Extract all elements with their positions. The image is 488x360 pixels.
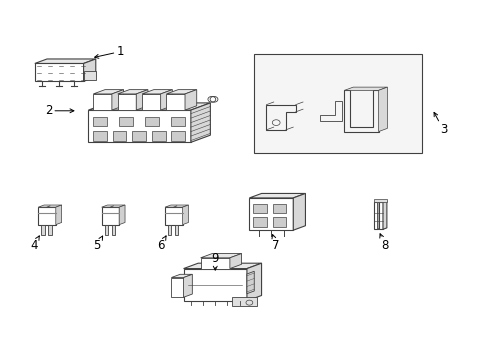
- Polygon shape: [344, 87, 386, 90]
- Polygon shape: [93, 90, 123, 94]
- Polygon shape: [112, 90, 123, 110]
- Bar: [113, 131, 126, 140]
- Polygon shape: [164, 205, 188, 207]
- Polygon shape: [164, 207, 182, 225]
- Polygon shape: [41, 225, 44, 235]
- Text: 5: 5: [93, 236, 102, 252]
- Bar: [171, 131, 184, 140]
- Polygon shape: [160, 90, 172, 110]
- Polygon shape: [229, 253, 241, 269]
- Text: 8: 8: [379, 234, 388, 252]
- Polygon shape: [379, 201, 386, 202]
- Polygon shape: [119, 205, 125, 225]
- Bar: [272, 217, 286, 226]
- Polygon shape: [142, 94, 160, 110]
- Polygon shape: [373, 202, 377, 229]
- Polygon shape: [38, 205, 61, 207]
- Polygon shape: [373, 201, 381, 202]
- Polygon shape: [35, 59, 96, 63]
- Polygon shape: [35, 63, 83, 81]
- Polygon shape: [38, 207, 56, 225]
- Polygon shape: [111, 225, 115, 235]
- Polygon shape: [232, 297, 256, 306]
- Bar: [272, 204, 286, 213]
- Polygon shape: [136, 90, 148, 110]
- Polygon shape: [167, 225, 171, 235]
- Polygon shape: [166, 94, 184, 110]
- Polygon shape: [102, 205, 125, 207]
- Bar: [145, 117, 159, 126]
- Polygon shape: [56, 205, 61, 225]
- Bar: [152, 131, 165, 140]
- Polygon shape: [83, 71, 96, 80]
- Polygon shape: [83, 59, 96, 81]
- Polygon shape: [377, 201, 381, 229]
- Polygon shape: [382, 201, 386, 229]
- Polygon shape: [184, 90, 196, 110]
- Bar: [93, 117, 107, 126]
- Polygon shape: [48, 225, 52, 235]
- Polygon shape: [190, 103, 210, 142]
- Polygon shape: [246, 263, 261, 301]
- Polygon shape: [183, 274, 192, 297]
- Polygon shape: [102, 207, 119, 225]
- Polygon shape: [249, 193, 305, 198]
- Polygon shape: [200, 258, 229, 269]
- Polygon shape: [118, 90, 148, 94]
- Text: 3: 3: [433, 112, 446, 136]
- Polygon shape: [183, 263, 261, 269]
- Text: 6: 6: [157, 236, 166, 252]
- Polygon shape: [182, 205, 188, 225]
- Polygon shape: [249, 198, 293, 230]
- Polygon shape: [175, 225, 178, 235]
- Polygon shape: [171, 278, 183, 297]
- Bar: [253, 204, 266, 213]
- Text: 9: 9: [211, 252, 219, 270]
- Text: 4: 4: [30, 236, 39, 252]
- Polygon shape: [118, 94, 136, 110]
- Polygon shape: [183, 269, 246, 301]
- Polygon shape: [166, 90, 196, 94]
- Polygon shape: [88, 110, 190, 142]
- Bar: [119, 117, 133, 126]
- Polygon shape: [142, 90, 172, 94]
- Polygon shape: [379, 202, 382, 229]
- Polygon shape: [293, 193, 305, 230]
- Polygon shape: [93, 94, 112, 110]
- Text: 7: 7: [271, 235, 279, 252]
- Bar: [253, 217, 266, 226]
- Text: 1: 1: [95, 45, 123, 58]
- Bar: [171, 117, 184, 126]
- Polygon shape: [104, 225, 108, 235]
- Bar: [254, 54, 422, 153]
- Polygon shape: [373, 199, 386, 202]
- Polygon shape: [171, 274, 192, 278]
- Polygon shape: [378, 87, 386, 132]
- Bar: [93, 131, 107, 140]
- Polygon shape: [200, 253, 241, 258]
- Bar: [132, 131, 146, 140]
- Polygon shape: [246, 271, 254, 294]
- Polygon shape: [88, 103, 210, 110]
- Text: 2: 2: [44, 104, 74, 117]
